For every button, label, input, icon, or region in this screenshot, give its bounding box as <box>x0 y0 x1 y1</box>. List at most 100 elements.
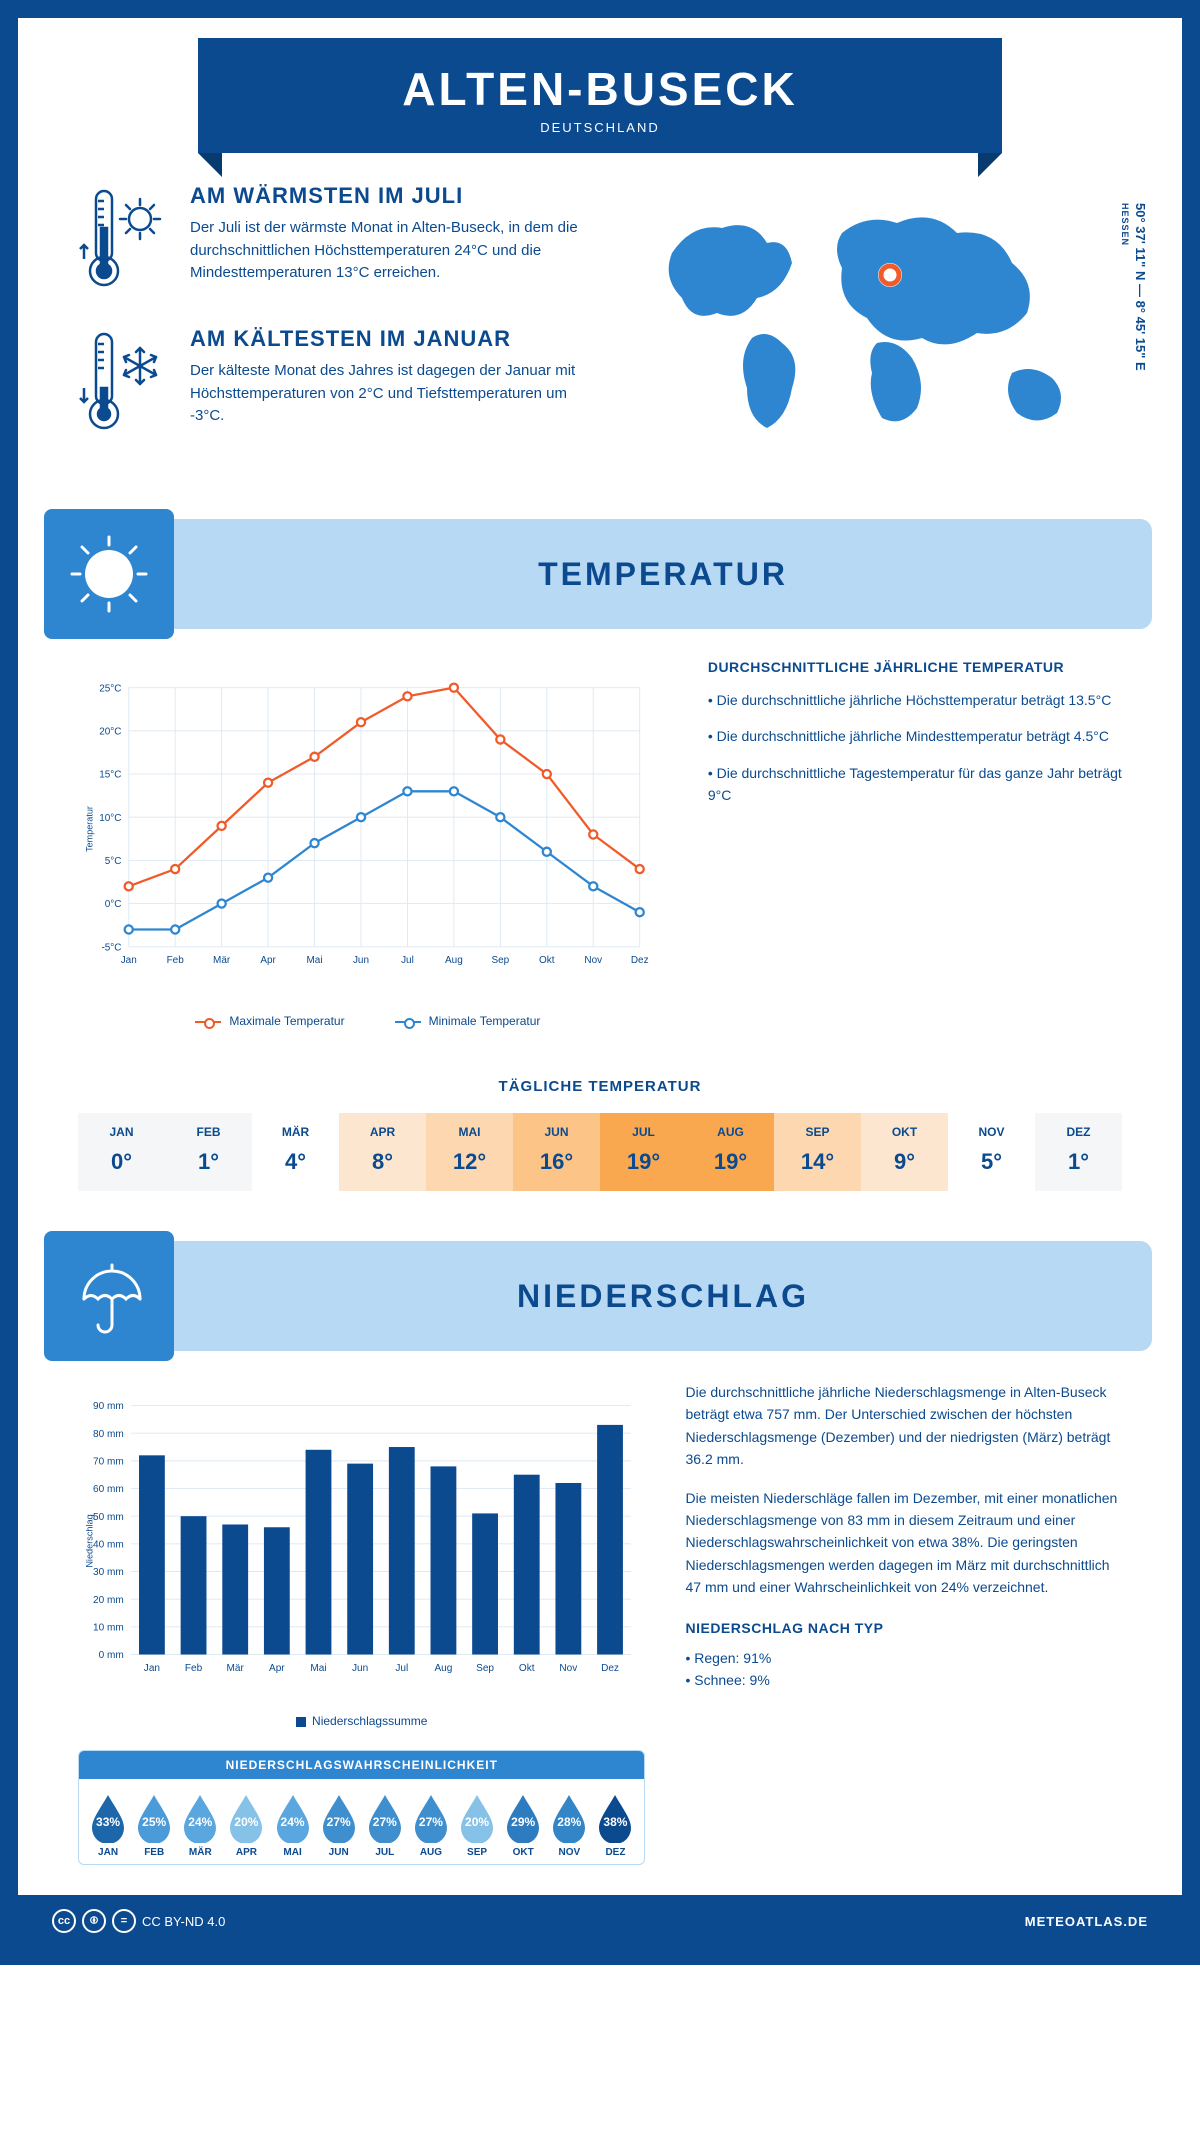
umbrella-icon <box>44 1231 174 1361</box>
daily-temp-cell: DEZ1° <box>1035 1113 1122 1191</box>
svg-text:Sep: Sep <box>491 955 509 966</box>
svg-text:10°C: 10°C <box>99 813 121 824</box>
precip-legend: Niederschlagssumme <box>78 1714 645 1728</box>
daily-temp-title: TÄGLICHE TEMPERATUR <box>18 1078 1182 1095</box>
precip-text1: Die durchschnittliche jährliche Niedersc… <box>685 1381 1122 1471</box>
svg-text:20 mm: 20 mm <box>93 1595 124 1606</box>
precip-banner: NIEDERSCHLAG <box>48 1241 1152 1351</box>
temperature-title: TEMPERATUR <box>174 556 1152 593</box>
svg-text:Temperatur: Temperatur <box>84 806 94 852</box>
svg-text:Apr: Apr <box>260 955 276 966</box>
temperature-summary: DURCHSCHNITTLICHE JÄHRLICHE TEMPERATUR •… <box>708 659 1122 1028</box>
svg-text:Nov: Nov <box>584 955 602 966</box>
precip-text2: Die meisten Niederschläge fallen im Deze… <box>685 1487 1122 1599</box>
prob-cell: 25% FEB <box>131 1793 177 1858</box>
svg-text:Dez: Dez <box>631 955 649 966</box>
temperature-line-chart: -5°C0°C5°C10°C15°C20°C25°CJanFebMärAprMa… <box>78 659 658 1028</box>
svg-text:Okt: Okt <box>539 955 555 966</box>
warmest-text: Der Juli ist der wärmste Monat in Alten-… <box>190 217 602 285</box>
svg-text:Sep: Sep <box>476 1663 494 1674</box>
daily-temp-cell: OKT9° <box>861 1113 948 1191</box>
coldest-text: Der kälteste Monat des Jahres ist dagege… <box>190 360 602 428</box>
daily-temp-cell: JAN0° <box>78 1113 165 1191</box>
country-label: DEUTSCHLAND <box>238 120 962 135</box>
svg-text:Jul: Jul <box>395 1663 408 1674</box>
temperature-legend: Maximale Temperatur Minimale Temperatur <box>78 1014 658 1028</box>
svg-text:Jul: Jul <box>401 955 414 966</box>
svg-text:30 mm: 30 mm <box>93 1567 124 1578</box>
svg-text:Aug: Aug <box>434 1663 452 1674</box>
prob-cell: 28% NOV <box>546 1793 592 1858</box>
svg-text:Dez: Dez <box>601 1663 619 1674</box>
precip-bar-chart: 0 mm10 mm20 mm30 mm40 mm50 mm60 mm70 mm8… <box>78 1381 645 1728</box>
daily-temp-cell: NOV5° <box>948 1113 1035 1191</box>
precip-type-title: NIEDERSCHLAG NACH TYP <box>685 1617 1122 1639</box>
svg-text:90 mm: 90 mm <box>93 1401 124 1412</box>
svg-text:Aug: Aug <box>445 955 463 966</box>
svg-text:70 mm: 70 mm <box>93 1457 124 1468</box>
svg-text:Feb: Feb <box>167 955 185 966</box>
svg-text:Mär: Mär <box>227 1663 245 1674</box>
svg-text:15°C: 15°C <box>99 770 121 781</box>
prob-cell: 24% MAI <box>270 1793 316 1858</box>
daily-temp-cell: SEP14° <box>774 1113 861 1191</box>
cc-icon: cc <box>52 1909 76 1933</box>
warmest-block: AM WÄRMSTEN IM JULI Der Juli ist der wär… <box>78 183 602 298</box>
svg-text:Apr: Apr <box>269 1663 285 1674</box>
svg-text:60 mm: 60 mm <box>93 1484 124 1495</box>
header-banner: ALTEN-BUSECK DEUTSCHLAND <box>198 38 1002 153</box>
license: cc 🅯 = CC BY-ND 4.0 <box>52 1909 225 1933</box>
prob-cell: 27% AUG <box>408 1793 454 1858</box>
license-text: CC BY-ND 4.0 <box>142 1914 225 1929</box>
svg-text:50 mm: 50 mm <box>93 1512 124 1523</box>
daily-temp-cell: AUG19° <box>687 1113 774 1191</box>
daily-temp-cell: APR8° <box>339 1113 426 1191</box>
daily-temp-cell: JUL19° <box>600 1113 687 1191</box>
svg-text:0°C: 0°C <box>105 899 122 910</box>
temp-bullet: • Die durchschnittliche jährliche Höchst… <box>708 689 1122 711</box>
svg-text:Nov: Nov <box>559 1663 577 1674</box>
world-map: 50° 37' 11" N — 8° 45' 15" E HESSEN <box>642 183 1122 469</box>
svg-text:-5°C: -5°C <box>101 942 121 953</box>
svg-text:10 mm: 10 mm <box>93 1622 124 1633</box>
prob-cell: 24% MÄR <box>177 1793 223 1858</box>
precip-title: NIEDERSCHLAG <box>174 1278 1152 1315</box>
svg-text:Mär: Mär <box>213 955 231 966</box>
infographic-frame: ALTEN-BUSECK DEUTSCHLAND <box>0 0 1200 1965</box>
svg-text:40 mm: 40 mm <box>93 1540 124 1551</box>
svg-text:Feb: Feb <box>185 1663 203 1674</box>
coordinates: 50° 37' 11" N — 8° 45' 15" E HESSEN <box>1118 203 1148 371</box>
prob-cell: 38% DEZ <box>592 1793 638 1858</box>
svg-text:Niederschlag: Niederschlag <box>85 1514 95 1567</box>
thermometer-sun-icon <box>78 183 168 298</box>
svg-text:Mai: Mai <box>310 1663 326 1674</box>
prob-title: NIEDERSCHLAGSWAHRSCHEINLICHKEIT <box>79 1751 644 1779</box>
prob-cell: 27% JUL <box>362 1793 408 1858</box>
wind-deco-row <box>18 0 1182 8</box>
svg-text:Mai: Mai <box>307 955 323 966</box>
prob-cell: 20% APR <box>223 1793 269 1858</box>
site-name: METEOATLAS.DE <box>1025 1914 1148 1929</box>
footer: cc 🅯 = CC BY-ND 4.0 METEOATLAS.DE <box>18 1895 1182 1947</box>
coldest-title: AM KÄLTESTEN IM JANUAR <box>190 326 602 352</box>
svg-text:5°C: 5°C <box>105 856 122 867</box>
svg-text:Jun: Jun <box>353 955 369 966</box>
prob-cell: 33% JAN <box>85 1793 131 1858</box>
svg-text:Jun: Jun <box>352 1663 368 1674</box>
svg-text:20°C: 20°C <box>99 726 121 737</box>
svg-text:25°C: 25°C <box>99 683 121 694</box>
nd-icon: = <box>112 1909 136 1933</box>
prob-cell: 20% SEP <box>454 1793 500 1858</box>
temp-bullet: • Die durchschnittliche Tagestemperatur … <box>708 762 1122 807</box>
temp-side-title: DURCHSCHNITTLICHE JÄHRLICHE TEMPERATUR <box>708 659 1122 675</box>
prob-cell: 29% OKT <box>500 1793 546 1858</box>
svg-text:Jan: Jan <box>144 1663 160 1674</box>
temp-bullet: • Die durchschnittliche jährliche Mindes… <box>708 725 1122 747</box>
daily-temp-cell: JUN16° <box>513 1113 600 1191</box>
precip-type-bullet: • Schnee: 9% <box>685 1669 1122 1691</box>
precip-type-bullet: • Regen: 91% <box>685 1647 1122 1669</box>
thermometer-snow-icon <box>78 326 168 441</box>
warmest-title: AM WÄRMSTEN IM JULI <box>190 183 602 209</box>
temperature-banner: TEMPERATUR <box>48 519 1152 629</box>
coldest-block: AM KÄLTESTEN IM JANUAR Der kälteste Mona… <box>78 326 602 441</box>
